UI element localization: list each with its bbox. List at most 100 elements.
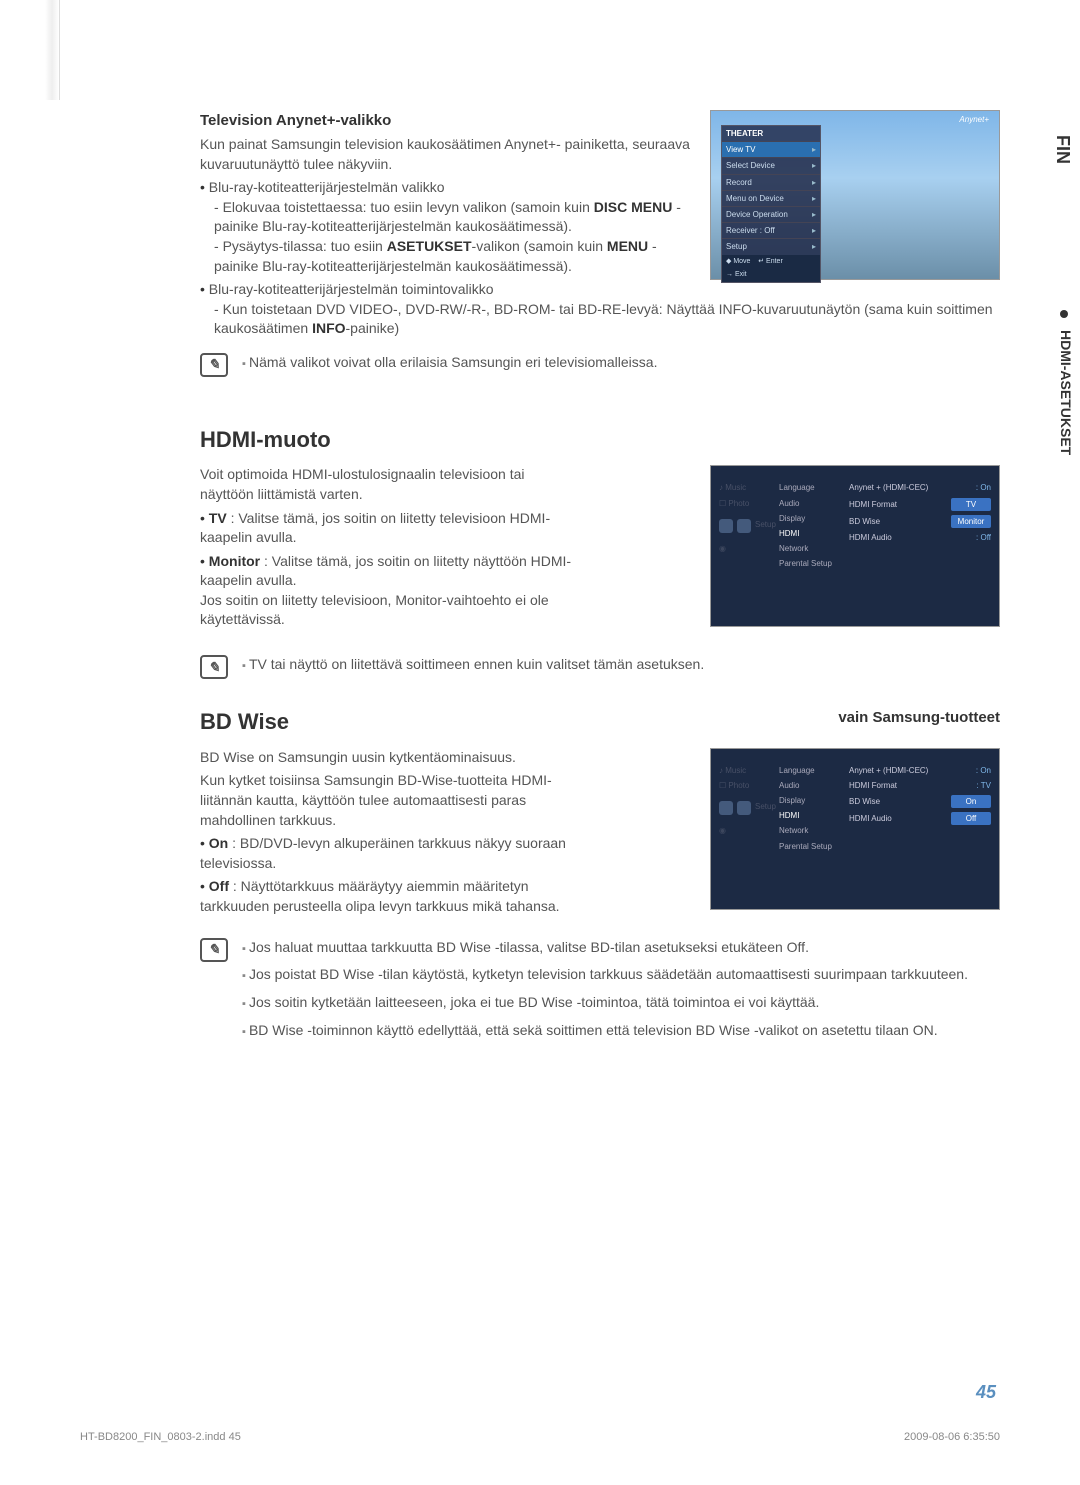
theater-item[interactable]: Setup▸ [722, 238, 820, 254]
setting-row[interactable]: BD WiseMonitor [849, 513, 991, 530]
note-item: BD Wise -toiminnon käyttö edellyttää, et… [242, 1021, 968, 1041]
bold-term: Monitor [209, 553, 260, 569]
page-footer: HT-BD8200_FIN_0803-2.indd 45 2009-08-06 … [80, 1430, 1000, 1445]
bold-term: MENU [607, 238, 648, 254]
bold-term: DISC MENU [594, 199, 673, 215]
bold-term: INFO [312, 320, 345, 336]
setting-row[interactable]: HDMI FormatTV [849, 496, 991, 513]
mid-item[interactable]: Display [779, 793, 849, 808]
dim-icon: ◉ [719, 541, 779, 556]
option-button[interactable]: Off [951, 812, 991, 825]
mid-item[interactable]: Parental Setup [779, 839, 849, 854]
theater-item[interactable]: View TV ▸ [722, 141, 820, 157]
item-label: Select Device [726, 160, 775, 171]
mid-item[interactable]: Network [779, 823, 849, 838]
section3-p1: BD Wise on Samsungin uusin kytkentäomina… [200, 748, 580, 768]
setting-row[interactable]: BD WiseOn [849, 793, 991, 810]
option-button[interactable]: Monitor [951, 515, 991, 528]
gear-icon[interactable] [737, 519, 751, 533]
menu-right-col: Anynet + (HDMI-CEC): On HDMI FormatTV BD… [849, 480, 991, 612]
mid-item[interactable]: Language [779, 763, 849, 778]
mid-item[interactable]: Language [779, 480, 849, 495]
note-item: Nämä valikot voivat olla erilaisia Samsu… [242, 353, 657, 373]
footer-file: HT-BD8200_FIN_0803-2.indd 45 [80, 1430, 241, 1445]
label: Music [725, 766, 746, 775]
item-label: Record [726, 177, 752, 188]
bullet-extra: Jos soitin on liitetty televisioon, Moni… [200, 591, 580, 630]
item-label: View TV [726, 144, 756, 155]
bullet-text: Blu-ray-kotiteatterijärjestelmän valikko [209, 179, 445, 195]
side-tab: FIN HDMI-ASETUKSET [1048, 0, 1080, 500]
theater-item[interactable]: Menu on Device▸ [722, 190, 820, 206]
left-item[interactable]: ♪ Music [719, 763, 779, 778]
mid-item[interactable]: Network [779, 541, 849, 556]
tab-dot [1060, 310, 1068, 318]
figure-anynet-tv: Anynet+ THEATER View TV▸ Select Device▸ … [710, 110, 1000, 280]
mid-item[interactable]: Parental Setup [779, 556, 849, 571]
setup-label: Setup [755, 801, 776, 815]
menu-mid-col: Language Audio Display HDMI Network Pare… [779, 763, 849, 895]
theater-item[interactable]: Record▸ [722, 174, 820, 190]
note-item: Jos soitin kytketään laitteeseen, joka e… [242, 993, 968, 1013]
title-text: BD Wise [200, 709, 289, 734]
gear-icon[interactable] [737, 801, 751, 815]
setting-row[interactable]: HDMI AudioOff [849, 810, 991, 827]
chevron-right-icon: ▸ [812, 209, 816, 220]
dash-item: Kun toistetaan DVD VIDEO-, DVD-RW/-R-, B… [200, 300, 1000, 339]
footer-enter: ↵ Enter [758, 258, 783, 265]
bold-term: ASETUKSET [387, 238, 472, 254]
anynet-logo: Anynet+ [959, 114, 989, 125]
tab-language: FIN [1050, 135, 1075, 164]
setting-value: : On [976, 765, 991, 776]
note-block: ✎ Jos haluat muuttaa tarkkuutta BD Wise … [200, 938, 1000, 1048]
globe-icon[interactable] [719, 801, 733, 815]
item-label: Receiver : Off [726, 225, 775, 236]
dash-text: Elokuvaa toistettaessa: tuo esiin levyn … [223, 199, 594, 215]
chevron-right-icon: ▸ [812, 144, 816, 155]
mid-item[interactable]: Audio [779, 778, 849, 793]
setting-label: HDMI Audio [849, 532, 892, 543]
section3-title: BD Wise vain Samsung-tuotteet [200, 707, 1000, 738]
dash-text: -painike) [346, 320, 400, 336]
page-number: 45 [976, 1380, 996, 1405]
setting-row[interactable]: Anynet + (HDMI-CEC): On [849, 480, 991, 495]
icon-row: Setup [719, 517, 779, 535]
theater-item[interactable]: Select Device ▸ [722, 157, 820, 173]
option-button[interactable]: TV [951, 498, 991, 511]
chevron-right-icon: ▸ [812, 225, 816, 236]
menu-right-col: Anynet + (HDMI-CEC): On HDMI Format: TV … [849, 763, 991, 895]
item-label: Menu on Device [726, 193, 784, 204]
chevron-right-icon: ▸ [812, 160, 816, 171]
setting-label: Anynet + (HDMI-CEC) [849, 765, 928, 776]
setting-row[interactable]: HDMI Format: TV [849, 778, 991, 793]
left-item[interactable]: ♪ Music [719, 480, 779, 495]
theater-menu: THEATER View TV▸ Select Device▸ Record▸ … [721, 125, 821, 283]
mid-item-active[interactable]: HDMI [779, 526, 849, 541]
section3-p2: Kun kytket toisiinsa Samsungin BD-Wise-t… [200, 771, 580, 830]
left-item[interactable]: ☐ Photo [719, 496, 779, 511]
setting-value: : On [976, 482, 991, 493]
bullet-text: : BD/DVD-levyn alkuperäinen tarkkuus näk… [200, 835, 566, 871]
option-button[interactable]: On [951, 795, 991, 808]
theater-item[interactable]: Receiver : Off ▸ [722, 222, 820, 238]
menu-mid-col: Language Audio Display HDMI Network Pare… [779, 480, 849, 612]
setting-row[interactable]: HDMI Audio : Off [849, 530, 991, 545]
bullet-item: Monitor : Valitse tämä, jos soitin on li… [200, 552, 580, 630]
item-label: Setup [726, 241, 747, 252]
label: Photo [728, 781, 749, 790]
mid-item[interactable]: Audio [779, 496, 849, 511]
mid-item[interactable]: Display [779, 511, 849, 526]
theater-item[interactable]: Device Operation ▸ [722, 206, 820, 222]
mid-item-active[interactable]: HDMI [779, 808, 849, 823]
bullet-item: Blu-ray-kotiteatterijärjestelmän toimint… [200, 280, 1000, 339]
bullet-text: : Näyttötarkkuus määräytyy aiemmin määri… [200, 878, 560, 914]
left-item[interactable]: ☐ Photo [719, 778, 779, 793]
item-label: Device Operation [726, 209, 788, 220]
theater-footer: ◆ Move ↵ Enter [722, 255, 820, 269]
setting-label: HDMI Format [849, 780, 897, 791]
setting-value: : Off [976, 532, 991, 543]
bullet-item: TV : Valitse tämä, jos soitin on liitett… [200, 509, 580, 548]
setting-row[interactable]: Anynet + (HDMI-CEC) : On [849, 763, 991, 778]
globe-icon[interactable] [719, 519, 733, 533]
menu-left-col: ♪ Music ☐ Photo Setup ◉ [719, 480, 779, 612]
